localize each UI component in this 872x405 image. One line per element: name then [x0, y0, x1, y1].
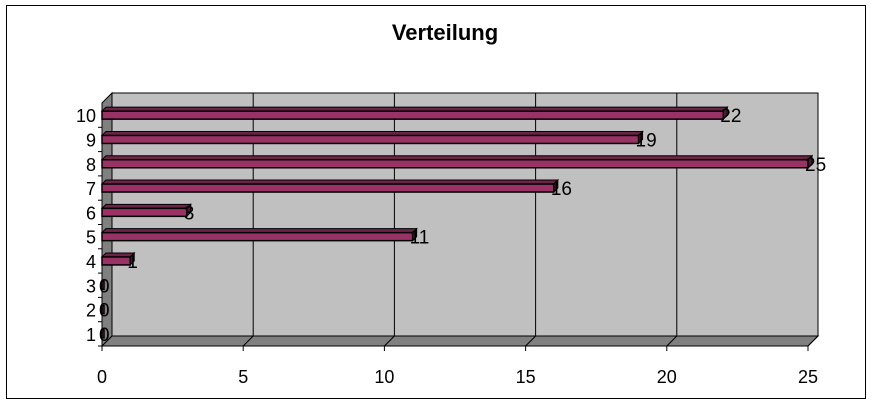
x-tick-label: 5 — [238, 367, 248, 387]
plot-back-wall — [111, 92, 819, 337]
data-label: 25 — [805, 155, 826, 176]
y-tick-label: 1 — [86, 325, 96, 345]
data-label: 0 — [99, 301, 110, 322]
bar — [101, 231, 414, 242]
data-label: 19 — [636, 130, 657, 151]
plot-floor — [100, 335, 820, 347]
gridline-floor — [242, 335, 254, 347]
y-tick-label: 5 — [86, 228, 96, 248]
x-tick-label: 0 — [97, 367, 107, 387]
bar — [101, 207, 188, 218]
data-label: 1 — [127, 252, 138, 273]
y-tick-label: 7 — [86, 179, 96, 199]
x-tick-label: 20 — [657, 367, 677, 387]
bar — [101, 304, 105, 315]
gridline-floor — [384, 335, 395, 347]
data-label: 11 — [410, 228, 430, 249]
y-tick-label: 8 — [86, 155, 96, 175]
gridline-floor — [525, 335, 536, 347]
x-tick-label: 15 — [516, 367, 536, 387]
data-label: 16 — [551, 179, 572, 200]
x-tick-label: 25 — [798, 367, 818, 387]
data-label: 22 — [720, 106, 741, 127]
data-label: 0 — [99, 276, 110, 297]
bar — [101, 134, 640, 145]
data-label: 3 — [184, 203, 195, 224]
bar — [101, 159, 809, 169]
bar — [101, 110, 725, 120]
bar — [101, 280, 105, 290]
y-tick-label: 4 — [86, 252, 96, 272]
gridline-floor — [666, 335, 678, 347]
gridline-floor — [807, 335, 819, 347]
y-tick-label: 3 — [86, 276, 96, 296]
y-tick-label: 9 — [86, 130, 96, 150]
y-tick-label: 2 — [86, 301, 96, 321]
bar — [101, 183, 555, 193]
data-label: 0 — [99, 325, 110, 346]
y-tick-label: 10 — [76, 106, 96, 126]
x-tick-label: 10 — [374, 367, 394, 387]
chart-title: Verteilung — [391, 20, 499, 45]
bar — [101, 256, 131, 266]
y-tick-label: 6 — [86, 203, 96, 223]
bar — [101, 329, 105, 339]
